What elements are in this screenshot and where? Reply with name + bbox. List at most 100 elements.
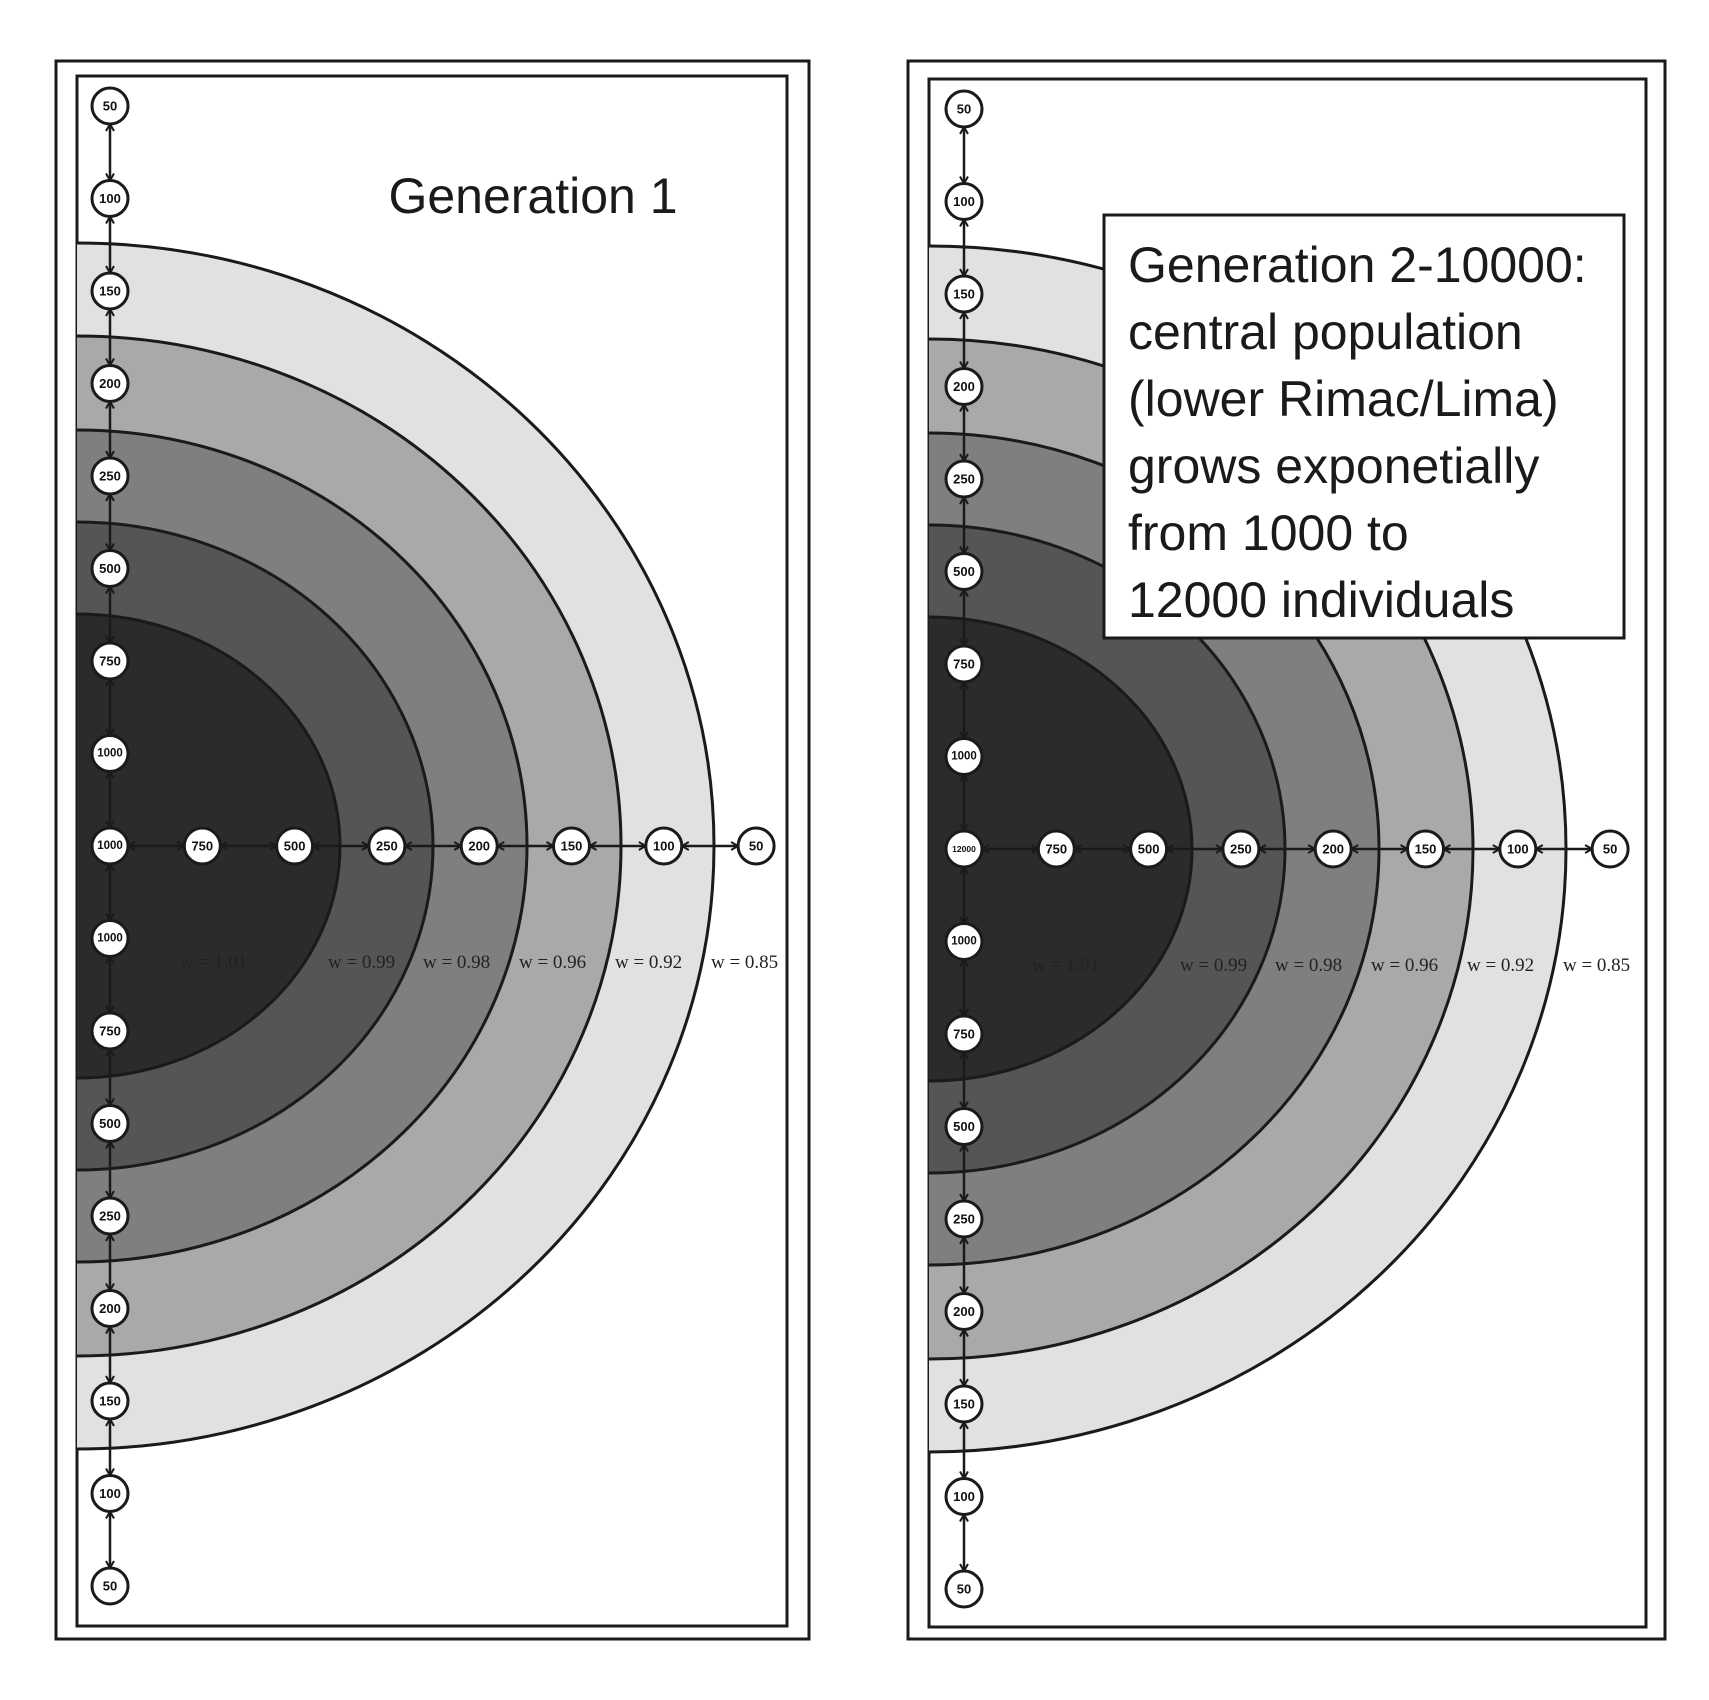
fitness-label: w = 0.98: [1275, 955, 1342, 976]
deme-size-label: 50: [103, 99, 117, 114]
deme-size-label: 200: [1322, 842, 1344, 857]
deme-size-label: 200: [99, 1301, 121, 1316]
deme-node: 1000: [944, 922, 984, 961]
deme-size-label: 150: [99, 284, 121, 299]
deme-size-label: 100: [953, 1489, 975, 1504]
deme-size-label: 500: [99, 561, 121, 576]
deme-size-label: 750: [191, 839, 213, 854]
deme-size-label: 50: [957, 1582, 971, 1597]
deme-size-label: 750: [953, 657, 975, 672]
deme-node: 200: [90, 1289, 130, 1328]
deme-size-label: 1000: [951, 751, 977, 763]
deme-node: 1000: [90, 919, 130, 958]
deme-size-label: 50: [957, 102, 971, 117]
deme-node: 200: [90, 364, 130, 403]
deme-size-label: 500: [953, 1119, 975, 1134]
deme-node: 250: [90, 1196, 130, 1236]
annotation-line: grows exponetially: [1128, 438, 1539, 494]
deme-node: 500: [944, 1107, 984, 1146]
fitness-label: w = 0.96: [1371, 955, 1438, 976]
deme-size-label: 250: [1230, 842, 1252, 857]
deme-size-label: 12000: [952, 844, 976, 854]
deme-size-label: 500: [1138, 842, 1160, 857]
annotation-text: Generation 2-10000: central population (lo…: [1128, 237, 1587, 628]
deme-size-label: 250: [99, 469, 121, 484]
deme-node: 50: [944, 89, 984, 129]
deme-size-label: 750: [953, 1027, 975, 1042]
deme-size-label: 50: [1603, 842, 1617, 857]
panel-generation-2-10000: w = 1.01 w = 0.99 w = 0.98 w = 0.96 w = 0.92…: [906, 59, 1667, 1641]
deme-node: 50: [1590, 829, 1630, 869]
deme-node: 750: [90, 1011, 130, 1051]
fitness-label: w = 0.98: [423, 952, 490, 973]
deme-size-label: 150: [1415, 842, 1437, 857]
deme-node: 100: [644, 826, 684, 866]
fitness-label: w = 0.85: [711, 952, 778, 973]
deme-node: 500: [90, 1104, 130, 1143]
deme-size-label: 100: [99, 191, 121, 206]
deme-size-label: 500: [284, 839, 306, 854]
deme-size-label: 1000: [97, 933, 123, 945]
deme-size-label: 200: [99, 376, 121, 391]
deme-size-label: 200: [953, 379, 975, 394]
deme-node: 200: [459, 826, 499, 866]
deme-node: 1000: [90, 734, 130, 773]
deme-size-label: 200: [468, 839, 490, 854]
deme-node: 100: [944, 182, 984, 221]
deme-node: 750: [90, 641, 130, 681]
deme-node: 150: [944, 274, 984, 314]
deme-size-label: 150: [953, 287, 975, 302]
deme-node: 1000: [90, 826, 130, 866]
deme-node: 150: [90, 271, 130, 311]
deme-node: 50: [736, 826, 776, 866]
deme-size-label: 100: [953, 194, 975, 209]
deme-size-label: 50: [103, 1579, 117, 1594]
annotation-line: from 1000 to: [1128, 505, 1409, 561]
deme-size-label: 150: [953, 1397, 975, 1412]
deme-node: 750: [944, 644, 984, 684]
deme-size-label: 750: [99, 1024, 121, 1039]
fitness-label: w = 1.01: [180, 952, 247, 973]
deme-node: 100: [90, 179, 130, 218]
deme-size-label: 50: [749, 839, 763, 854]
deme-node: 500: [944, 552, 984, 591]
deme-size-label: 100: [1507, 842, 1529, 857]
deme-node: 250: [1221, 829, 1261, 869]
deme-size-label: 1000: [97, 748, 123, 760]
fitness-label: w = 0.99: [328, 952, 395, 973]
fitness-label: w = 0.92: [1467, 955, 1534, 976]
deme-size-label: 750: [1045, 842, 1067, 857]
annotation-box: [1102, 213, 1626, 640]
deme-node: 100: [944, 1477, 984, 1516]
deme-size-label: 500: [99, 1116, 121, 1131]
deme-node: 200: [1313, 829, 1353, 869]
deme-size-label: 150: [99, 1394, 121, 1409]
deme-node: 250: [944, 459, 984, 499]
deme-node: 500: [1129, 829, 1169, 869]
fitness-label: w = 0.92: [615, 952, 682, 973]
deme-node: 250: [90, 456, 130, 496]
deme-node: 750: [182, 826, 222, 866]
deme-node: 750: [944, 1014, 984, 1054]
fitness-label: w = 0.99: [1180, 955, 1247, 976]
deme-size-label: 100: [99, 1486, 121, 1501]
deme-size-label: 750: [99, 654, 121, 669]
deme-node: 12000: [944, 829, 984, 869]
deme-node: 150: [552, 826, 591, 866]
deme-node: 50: [90, 86, 130, 126]
deme-size-label: 1000: [951, 936, 977, 948]
fitness-label: w = 1.01: [1032, 955, 1099, 976]
deme-node: 150: [944, 1384, 984, 1424]
panel-title: Generation 1: [388, 168, 677, 224]
deme-size-label: 150: [561, 839, 583, 854]
deme-size-label: 500: [953, 564, 975, 579]
deme-node: 150: [1406, 829, 1445, 869]
outer-frame: [54, 59, 811, 1641]
deme-node: 1000: [944, 737, 984, 776]
annotation-line: (lower Rimac/Lima): [1128, 371, 1559, 427]
panel-generation-1: w = 1.01 w = 0.99 w = 0.98 w = 0.96 w = 0.92…: [54, 59, 811, 1641]
deme-size-label: 250: [376, 839, 398, 854]
deme-node: 50: [90, 1566, 130, 1606]
deme-size-label: 200: [953, 1304, 975, 1319]
